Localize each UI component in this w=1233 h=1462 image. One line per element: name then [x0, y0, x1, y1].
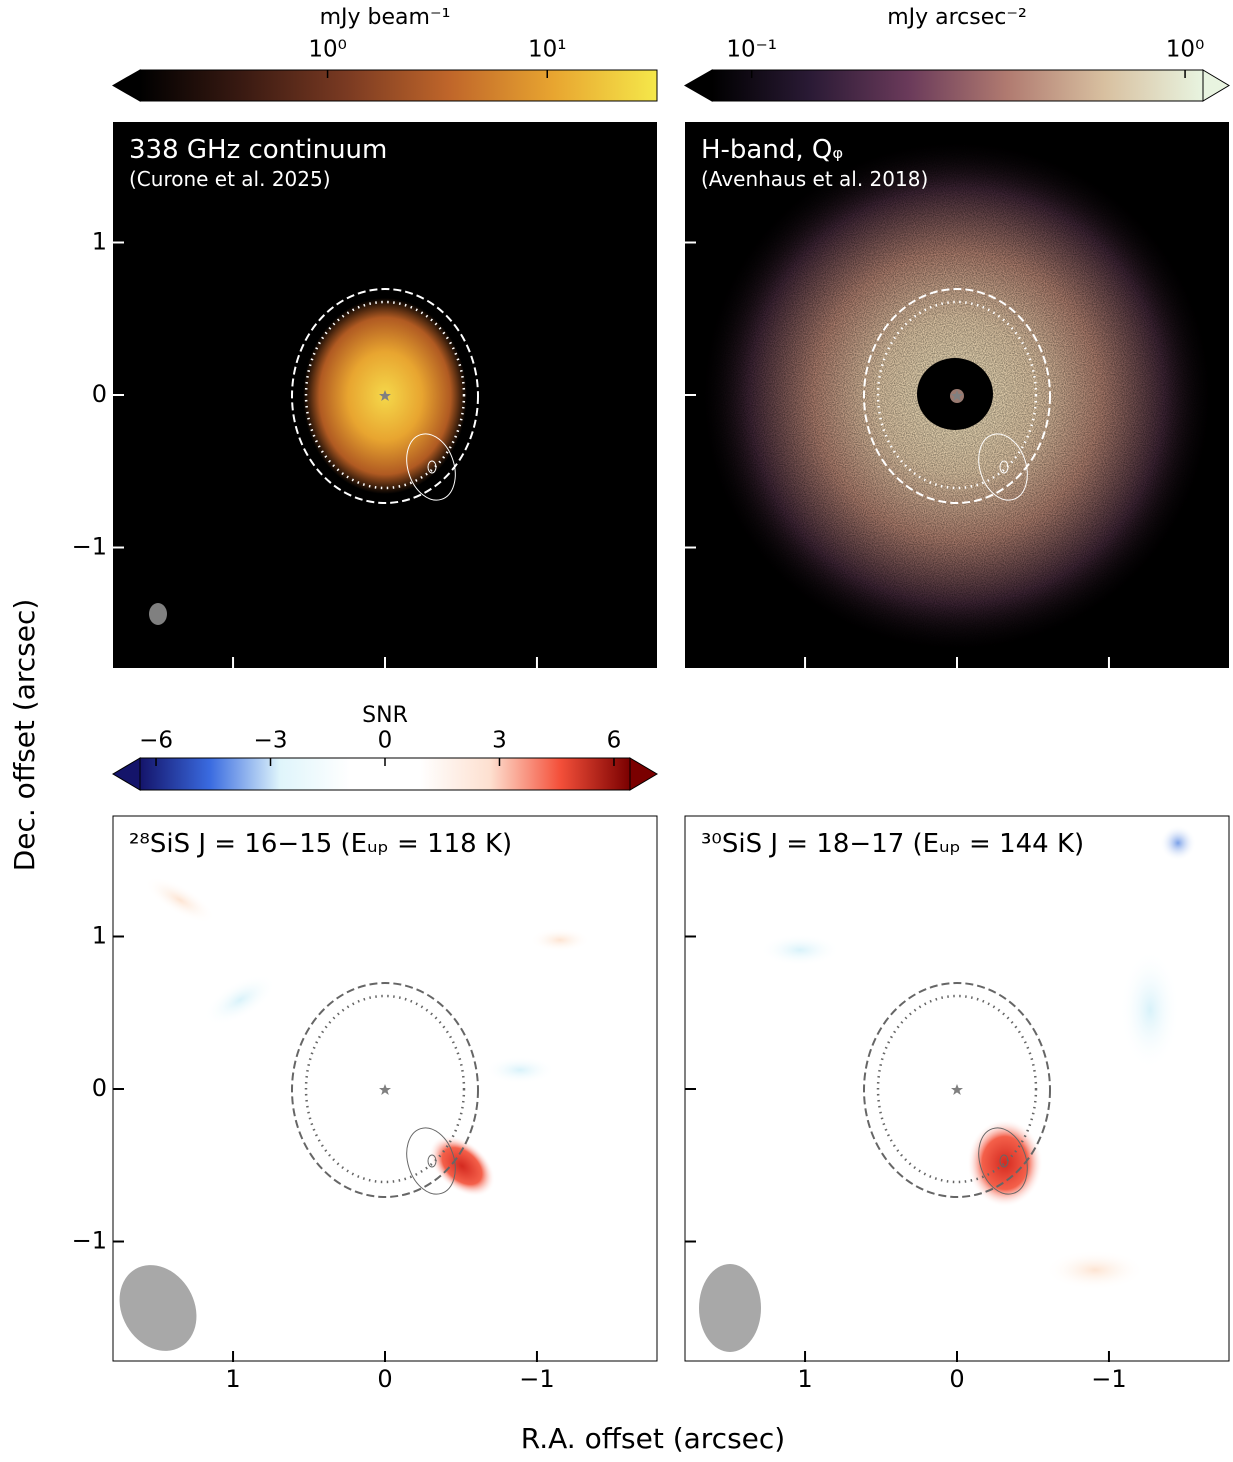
- panel-title: ²⁸SiS J = 16−15 (Eᵤₚ = 118 K): [129, 829, 512, 859]
- colorbar-tick-label: 0: [378, 728, 393, 754]
- x-tick-label: −1: [519, 1365, 554, 1393]
- y-axis-title: Dec. offset (arcsec): [8, 599, 41, 872]
- panel-30sis: [684, 815, 1230, 1362]
- panel-28sis: [112, 815, 658, 1362]
- colorbar-label: mJy beam⁻¹: [320, 5, 451, 30]
- colorbar-tick-label: 6: [607, 728, 622, 754]
- colorbar-label: SNR: [362, 703, 408, 728]
- y-tick-label: −1: [72, 1227, 107, 1255]
- x-tick-label: 1: [225, 1365, 240, 1393]
- y-tick-label: 1: [92, 227, 107, 255]
- colorbar: [139, 69, 658, 102]
- y-tick-label: −1: [72, 533, 107, 561]
- colorbar-tick-label: 10¹: [528, 37, 567, 63]
- colorbar-extend: [683, 69, 713, 102]
- panel-title: 338 GHz continuum: [129, 135, 387, 165]
- panel-title: H-band, Qᵩ: [701, 135, 843, 165]
- x-tick-label: −1: [1091, 1365, 1126, 1393]
- panel-subtitle: (Avenhaus et al. 2018): [701, 167, 928, 191]
- panel-continuum: [113, 122, 657, 668]
- x-axis-title: R.A. offset (arcsec): [521, 1422, 785, 1455]
- x-tick-label: 1: [797, 1365, 812, 1393]
- colorbar-tick-label: 10⁰: [1166, 37, 1205, 63]
- colorbar-extend: [1202, 69, 1230, 102]
- colorbar-label: mJy arcsec⁻²: [887, 5, 1027, 30]
- x-tick-label: 0: [377, 1365, 392, 1393]
- colorbar: [711, 69, 1204, 102]
- colorbar-extend: [629, 757, 658, 791]
- y-tick-label: 0: [92, 380, 107, 408]
- y-tick-label: 1: [92, 921, 107, 949]
- colorbar-tick-label: −6: [139, 728, 173, 754]
- panel-subtitle: (Curone et al. 2025): [129, 167, 331, 191]
- colorbar-extend: [112, 757, 141, 791]
- colorbar-tick-label: 10⁻¹: [726, 37, 777, 63]
- colorbar-tick-label: −3: [254, 728, 288, 754]
- y-tick-label: 0: [92, 1074, 107, 1102]
- x-tick-label: 0: [949, 1365, 964, 1393]
- panel-title: ³⁰SiS J = 18−17 (Eᵤₚ = 144 K): [701, 829, 1084, 859]
- panel-hband: [685, 122, 1229, 668]
- colorbar-extend: [111, 69, 141, 102]
- colorbar-tick-label: 10⁰: [308, 37, 347, 63]
- colorbar-tick-label: 3: [492, 728, 507, 754]
